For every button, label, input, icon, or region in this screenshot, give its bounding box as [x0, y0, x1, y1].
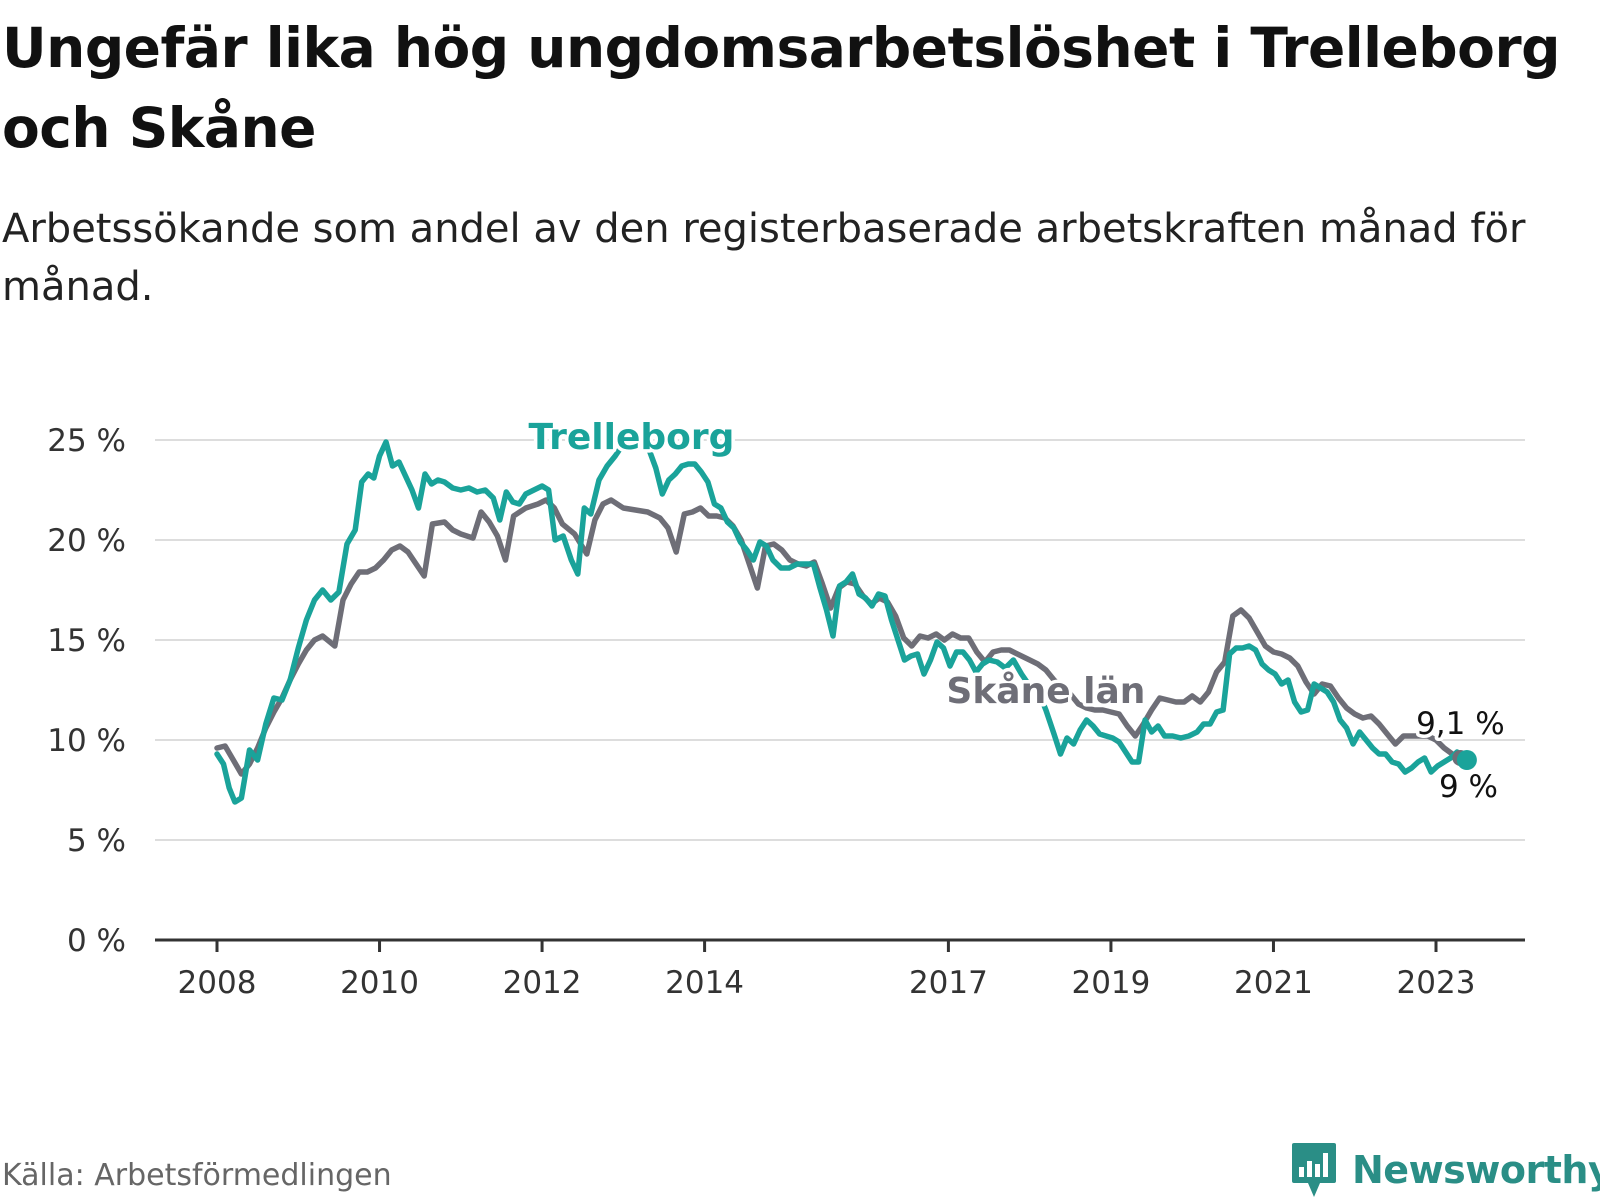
y-tick-label: 5 %: [67, 823, 126, 859]
y-tick-label: 20 %: [47, 523, 126, 559]
x-tick-label: 2014: [665, 965, 744, 1001]
grid-lines: [155, 439, 1525, 841]
x-tick-label: 2017: [909, 965, 988, 1001]
chart-title: Ungefär lika hög ungdomsarbetslöshet i T…: [2, 16, 1560, 160]
skane-end-value-label: 9,1 %: [1416, 706, 1505, 742]
y-tick-label: 10 %: [47, 723, 126, 759]
source-note: Källa: Arbetsförmedlingen: [2, 1158, 392, 1193]
x-axis: [155, 938, 1525, 952]
y-tick-label: 15 %: [47, 623, 126, 659]
y-tick-labels: 0 % 5 % 10 % 15 % 20 % 25 %: [47, 423, 126, 959]
trelleborg-end-value-label: 9 %: [1439, 769, 1498, 805]
brand-name: Newsworthy: [1352, 1148, 1600, 1192]
trelleborg-line: [214, 435, 1470, 805]
trelleborg-series-label: Trelleborg: [529, 417, 735, 458]
series-labels: Trelleborg Skåne län 9,1 % 9 %: [525, 414, 1508, 809]
series-lines: [214, 435, 1477, 805]
skane-line: [214, 497, 1464, 777]
chart-subtitle: Arbetssökande som andel av den registerb…: [2, 206, 1526, 310]
x-tick-label: 2019: [1071, 965, 1150, 1001]
trelleborg-endpoint: [1456, 750, 1477, 770]
newsworthy-logo: Newsworthy: [1290, 1140, 1600, 1200]
y-tick-label: 0 %: [67, 923, 126, 959]
y-tick-label: 25 %: [47, 423, 126, 459]
x-tick-label: 2010: [340, 965, 419, 1001]
x-tick-label: 2023: [1397, 965, 1476, 1001]
x-tick-label: 2008: [178, 965, 257, 1001]
x-tick-label: 2012: [503, 965, 582, 1001]
x-tick-label: 2021: [1234, 965, 1313, 1001]
skane-series-label: Skåne län: [946, 671, 1145, 712]
x-tick-labels: 2008 2010 2012 2014 2017 2019 2021 2023: [178, 965, 1476, 1001]
newsworthy-chart-icon: [1292, 1143, 1336, 1197]
